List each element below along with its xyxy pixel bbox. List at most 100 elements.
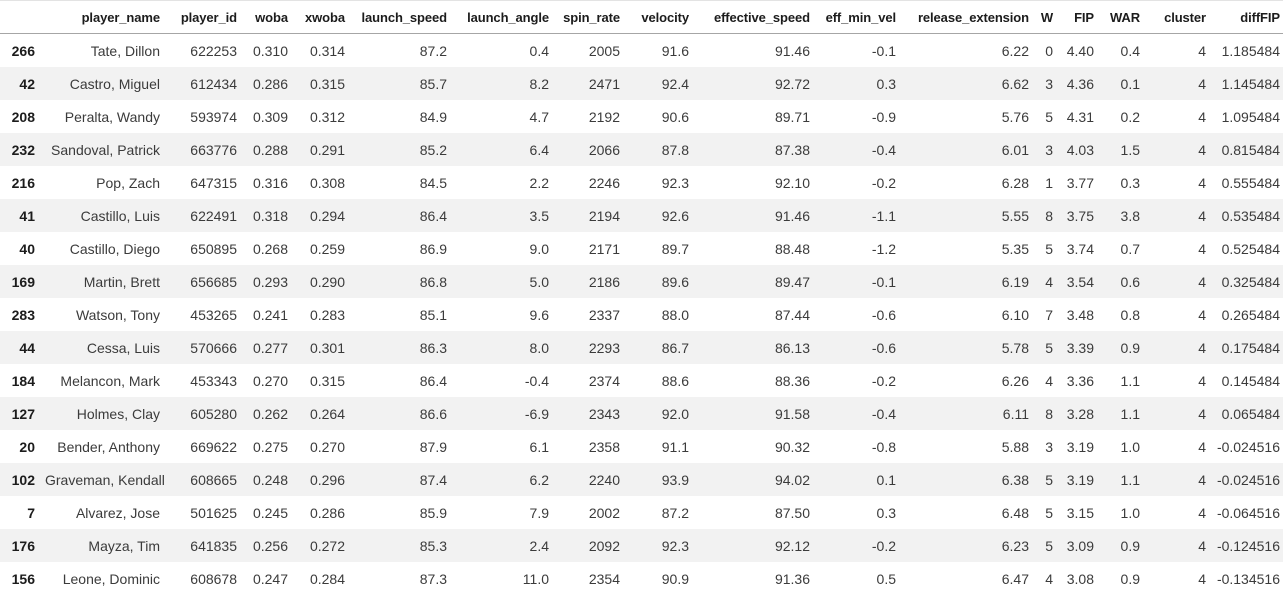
cell-player_name: Holmes, Clay [76,405,160,422]
cell-velocity: 91.1 [661,438,689,455]
cell-FIP: 3.77 [1066,174,1094,191]
cell-FIP: 3.74 [1066,240,1094,257]
cell-velocity: 92.0 [661,405,689,422]
cell-spin_rate: 2192 [588,108,620,125]
cell-release_extension: 6.23 [1001,537,1029,554]
cell-spin_rate: 2337 [588,306,620,323]
cell-eff_min_vel: -1.1 [871,207,896,224]
table-row: 44 Cessa, Luis 570666 0.277 0.301 86.3 8.0 2293… [0,331,1283,364]
column-header-effective_speed: effective_speed [699,0,820,34]
cell-cluster: 4 [1198,108,1206,125]
cell-WAR: 0.9 [1120,339,1140,356]
cell-FIP: 3.19 [1066,471,1094,488]
cell-woba: 0.270 [252,372,288,389]
cell-velocity: 88.6 [661,372,689,389]
cell-player_id: 593974 [190,108,237,125]
cell-spin_rate: 2092 [588,537,620,554]
cell-player_name: Leone, Dominic [62,570,160,587]
cell-effective_speed: 88.36 [774,372,810,389]
cell-release_extension: 6.62 [1001,75,1029,92]
cell-player_id: 663776 [190,141,237,158]
cell-player_id: 608678 [190,570,237,587]
cell-diffFIP: 0.815484 [1221,141,1280,158]
cell-cluster: 4 [1198,42,1206,59]
cell-woba: 0.293 [252,273,288,290]
cell-velocity: 89.7 [661,240,689,257]
cell-player_name: Melancon, Mark [60,372,160,389]
cell-player_name: Tate, Dillon [90,42,160,59]
index-corner-header [0,0,45,34]
cell-xwoba: 0.259 [309,240,345,257]
cell-player_id: 656685 [190,273,237,290]
table-row: 283 Watson, Tony 453265 0.241 0.283 85.1 9.6 23… [0,298,1283,331]
cell-release_extension: 6.10 [1001,306,1029,323]
cell-launch_speed: 84.5 [419,174,447,191]
cell-eff_min_vel: -0.6 [871,339,896,356]
table-row: 208 Peralta, Wandy 593974 0.309 0.312 84.9 4.7… [0,100,1283,133]
cell-launch_speed: 87.9 [419,438,447,455]
cell-velocity: 88.0 [661,306,689,323]
cell-effective_speed: 94.02 [774,471,810,488]
cell-launch_angle: 8.0 [529,339,549,356]
cell-spin_rate: 2005 [588,42,620,59]
cell-woba: 0.256 [252,537,288,554]
cell-W: 5 [1045,504,1053,521]
cell-W: 3 [1045,438,1053,455]
cell-xwoba: 0.290 [309,273,345,290]
cell-FIP: 3.36 [1066,372,1094,389]
column-header-player_id: player_id [170,0,247,34]
table-row: 232 Sandoval, Patrick 663776 0.288 0.291 85.2… [0,133,1283,166]
cell-launch_angle: 6.1 [529,438,549,455]
cell-spin_rate: 2066 [588,141,620,158]
cell-W: 4 [1045,273,1053,290]
cell-eff_min_vel: -0.8 [871,438,896,455]
cell-WAR: 1.1 [1120,372,1140,389]
cell-cluster: 4 [1198,174,1206,191]
cell-release_extension: 5.78 [1001,339,1029,356]
row-index: 283 [11,306,35,323]
cell-player_name: Mayza, Tim [88,537,160,554]
cell-cluster: 4 [1198,405,1206,422]
row-index: 176 [11,537,35,554]
cell-launch_speed: 86.4 [419,207,447,224]
row-index: 184 [11,372,35,389]
cell-velocity: 89.6 [661,273,689,290]
cell-eff_min_vel: -0.4 [871,141,896,158]
cell-spin_rate: 2002 [588,504,620,521]
cell-FIP: 3.54 [1066,273,1094,290]
cell-spin_rate: 2354 [588,570,620,587]
cell-xwoba: 0.270 [309,438,345,455]
cell-release_extension: 5.55 [1001,207,1029,224]
cell-velocity: 92.6 [661,207,689,224]
cell-spin_rate: 2343 [588,405,620,422]
cell-cluster: 4 [1198,240,1206,257]
cell-effective_speed: 91.46 [774,207,810,224]
cell-player_name: Graveman, Kendall [45,471,165,488]
cell-W: 4 [1045,372,1053,389]
cell-effective_speed: 87.44 [774,306,810,323]
cell-player_id: 453265 [190,306,237,323]
table-row: 216 Pop, Zach 647315 0.316 0.308 84.5 2.2 2246 9… [0,166,1283,199]
cell-xwoba: 0.312 [309,108,345,125]
cell-WAR: 0.3 [1120,174,1140,191]
column-header-WAR: WAR [1104,0,1150,34]
column-header-xwoba: xwoba [298,0,355,34]
cell-woba: 0.245 [252,504,288,521]
column-header-spin_rate: spin_rate [559,0,630,34]
cell-xwoba: 0.272 [309,537,345,554]
cell-launch_speed: 87.4 [419,471,447,488]
cell-W: 3 [1045,141,1053,158]
cell-eff_min_vel: -0.1 [871,42,896,59]
cell-velocity: 90.6 [661,108,689,125]
cell-diffFIP: 0.535484 [1221,207,1280,224]
cell-W: 5 [1045,537,1053,554]
cell-cluster: 4 [1198,504,1206,521]
cell-release_extension: 6.47 [1001,570,1029,587]
cell-player_name: Castro, Miguel [69,75,160,92]
cell-launch_speed: 86.6 [419,405,447,422]
cell-velocity: 90.9 [661,570,689,587]
cell-diffFIP: 0.175484 [1221,339,1280,356]
cell-FIP: 3.19 [1066,438,1094,455]
cell-cluster: 4 [1198,438,1206,455]
cell-launch_angle: 5.0 [529,273,549,290]
